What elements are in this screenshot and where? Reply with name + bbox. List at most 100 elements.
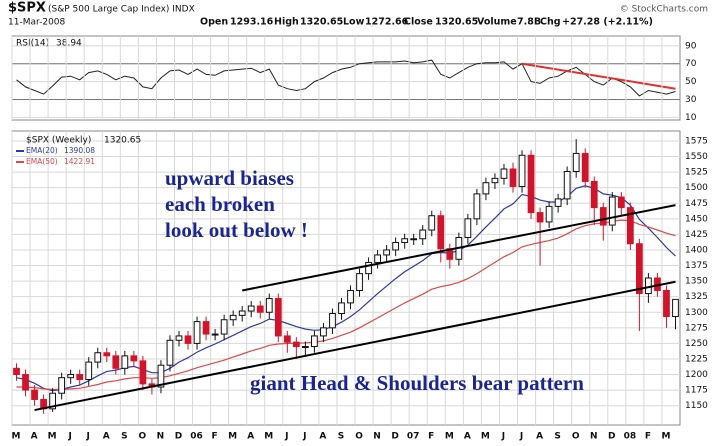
candle-body	[672, 298, 679, 318]
x-tick-label: A	[103, 432, 110, 442]
annotation: each broken	[165, 192, 275, 216]
x-tick-label: F	[645, 432, 651, 442]
x-tick-label: D	[608, 432, 615, 442]
y-tick-label: 1375	[685, 261, 708, 271]
x-tick-label: N	[157, 432, 165, 442]
candle-body	[563, 170, 571, 200]
x-tick-label: A	[464, 432, 471, 442]
y-tick-label: 1275	[685, 323, 708, 333]
y-tick-label: 1450	[685, 214, 708, 224]
candle-body	[536, 212, 544, 223]
x-tick-label: M	[12, 432, 21, 442]
x-tick-label: 08	[624, 432, 637, 442]
y-tick-label: 90	[685, 41, 697, 51]
x-tick-label: J	[501, 432, 505, 442]
x-tick-label: J	[302, 432, 306, 442]
trend-line	[241, 204, 676, 292]
candle-body	[311, 335, 318, 348]
annotation: look out below !	[165, 218, 308, 242]
y-tick-label: 1150	[685, 401, 708, 411]
x-tick-label: J	[519, 432, 523, 442]
candle-body	[76, 374, 84, 381]
candle-body	[85, 361, 93, 381]
index-name: (S&P 500 Large Cap Index) INDX	[48, 5, 195, 15]
candle-body	[356, 273, 363, 291]
y-tick-label: 1475	[685, 199, 708, 209]
x-tick-label: M	[264, 432, 273, 442]
legend-value: 1390.08	[64, 146, 95, 155]
stat-label: Low	[343, 17, 365, 28]
y-tick-label: 1575	[685, 136, 708, 146]
candle-body	[419, 229, 427, 240]
stat-value: 7.8B	[517, 17, 541, 28]
x-tick-label: J	[284, 432, 288, 442]
candle-body	[157, 364, 165, 388]
candle-body	[365, 261, 372, 275]
candle-body	[202, 321, 210, 335]
ema-line	[16, 219, 676, 391]
candle-body	[329, 313, 336, 329]
x-tick-label: O	[572, 432, 580, 442]
candle-body	[67, 374, 75, 379]
x-tick-label: A	[536, 432, 543, 442]
x-tick-label: D	[391, 432, 398, 442]
date: 11-Mar-2008	[8, 18, 66, 28]
candle-body	[473, 193, 481, 220]
x-tick-label: M	[661, 432, 670, 442]
candle-body	[572, 152, 580, 172]
candle-body	[500, 168, 508, 179]
y-tick-label: 1200	[685, 370, 708, 380]
stat-label: Open	[200, 17, 228, 28]
candle-body	[265, 298, 273, 313]
candle-body	[626, 207, 634, 245]
x-tick-label: A	[247, 432, 254, 442]
candle-body	[491, 177, 499, 184]
candle-body	[581, 152, 589, 182]
candle-body	[175, 335, 183, 341]
y-tick-label: 1250	[685, 339, 708, 349]
candle-body	[437, 215, 445, 250]
stat-value: +27.28 (+2.11%)	[562, 17, 653, 28]
candle-body	[383, 249, 391, 256]
stat-label: Volume	[477, 17, 517, 28]
stat-label: Close	[404, 17, 433, 28]
legend-value: 1422.91	[64, 157, 95, 166]
candle-body	[518, 154, 526, 187]
legend-label: RSI(14)	[16, 39, 49, 49]
candle-body	[617, 196, 625, 209]
x-tick-label: A	[31, 432, 38, 442]
candle-body	[49, 392, 57, 410]
y-tick-label: 1175	[685, 386, 708, 396]
annotation: giant Head & Shoulders bear pattern	[250, 371, 584, 395]
legend-label: EMA(20)	[26, 146, 58, 155]
x-tick-label: O	[355, 432, 363, 442]
candle-body	[229, 314, 237, 321]
x-tick-label: M	[228, 432, 237, 442]
y-tick-label: 1225	[685, 354, 708, 364]
stat-label: High	[274, 17, 299, 28]
candle-body	[139, 360, 147, 385]
candle-body	[347, 289, 354, 304]
candle-body	[374, 254, 381, 263]
candle-body	[590, 180, 598, 209]
candle-body	[94, 352, 102, 363]
stat-value: 1293.16	[230, 17, 274, 28]
candle-body	[121, 355, 129, 369]
stat-value: 1320.65	[300, 17, 343, 28]
y-tick-label: 70	[685, 59, 697, 69]
x-tick-label: M	[481, 432, 490, 442]
x-tick-label: F	[428, 432, 434, 442]
legend-value: 38.94	[56, 39, 82, 49]
x-tick-label: M	[48, 432, 57, 442]
y-tick-label: 1425	[685, 230, 708, 240]
candle-body	[527, 154, 535, 214]
stat-label: Chg	[540, 17, 561, 28]
candle-body	[320, 327, 327, 337]
candle-body	[22, 374, 29, 391]
legend-label: $SPX (Weekly)	[26, 136, 91, 146]
source: © StockCharts.com	[620, 5, 708, 15]
stat-value: 1320.65	[435, 17, 478, 28]
candle-body	[410, 238, 418, 241]
y-tick-label: 1400	[685, 245, 708, 255]
